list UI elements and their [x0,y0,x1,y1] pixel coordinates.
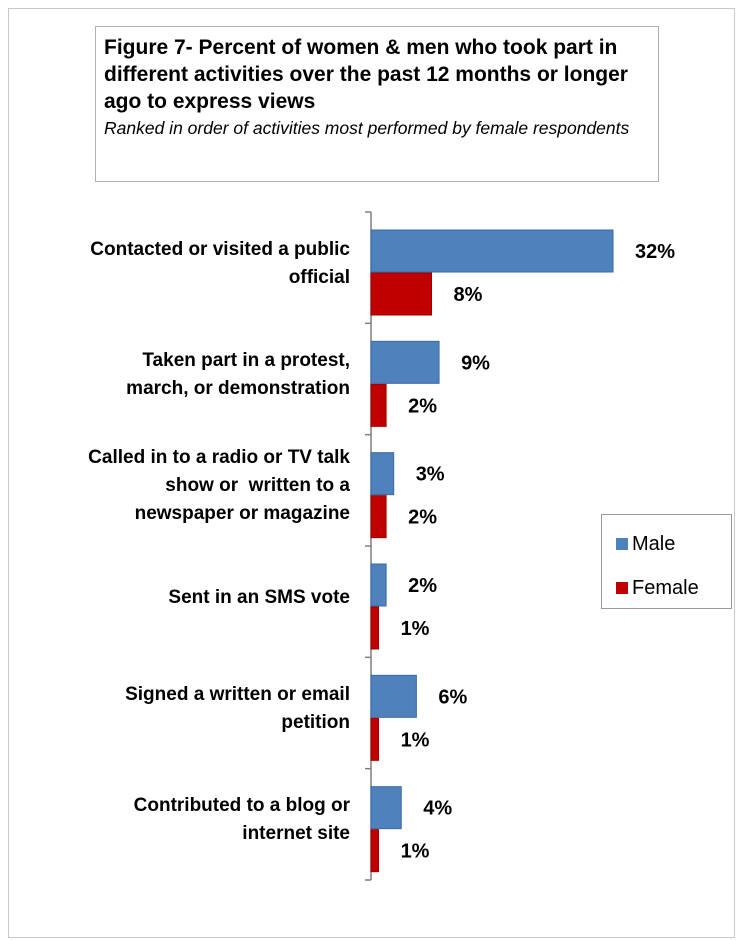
category-label-line: Taken part in a protest, [142,350,350,371]
data-label-male-4: 6% [438,686,467,708]
category-label-line: Signed a written or email [125,684,350,705]
data-label-male-3: 2% [408,575,437,597]
data-label-female-4: 1% [401,729,430,751]
data-label-female-5: 1% [401,841,430,863]
data-label-male-0: 32% [635,241,675,263]
category-label-2: Called in to a radio or TV talk show or w… [20,444,350,528]
data-label-female-3: 1% [401,618,430,640]
category-label-line: petition [281,712,350,733]
category-label-line: march, or demonstration [126,378,350,399]
category-label-1: Taken part in a protest, march, or demons… [20,347,350,403]
category-label-line: newspaper or magazine [134,503,350,525]
chart-frame [8,8,735,938]
bar-female-4 [370,717,380,761]
category-label-line: internet site [242,823,350,845]
bar-male-2 [370,452,395,496]
bar-female-0 [370,272,432,316]
legend-label-female: Female [632,577,699,599]
data-label-female-1: 2% [408,395,437,417]
chart-title-box: Figure 7- Percent of women & men who too… [95,26,659,182]
data-label-female-2: 2% [408,507,437,529]
category-label-0: Contacted or visited a public official [20,236,350,292]
bar-female-2 [370,495,387,539]
bar-male-5 [370,786,402,830]
data-label-male-1: 9% [461,352,490,374]
legend: Male Female [601,514,732,609]
bar-female-3 [370,606,380,650]
bar-male-1 [370,340,440,384]
category-label-5: Contributed to a blog or internet site [20,792,350,848]
category-label-line: official [288,266,350,288]
chart-subtitle: Ranked in order of activities most perfo… [104,118,630,138]
category-label-4: Signed a written or email petition [20,681,350,737]
bar-female-5 [370,829,380,873]
bar-male-3 [370,563,387,607]
data-label-male-2: 3% [416,464,445,486]
category-label-line: Contributed to a blog or [133,795,350,817]
data-label-male-5: 4% [423,798,452,820]
category-label-3: Sent in an SMS vote [20,584,350,612]
legend-swatch-male [616,538,628,550]
bar-male-4 [370,674,417,718]
category-label-line: Sent in an SMS vote [168,586,350,608]
bar-female-1 [370,383,387,427]
legend-swatch-female [616,582,628,594]
category-label-line: Contacted or visited a public [90,238,350,260]
chart-title: Figure 7- Percent of women & men who too… [104,36,628,113]
data-label-female-0: 8% [454,284,483,306]
bar-male-0 [370,229,614,273]
category-label-line: show or written to a [165,475,350,497]
category-label-line: Called in to a radio or TV talk [88,447,350,469]
legend-label-male: Male [632,533,676,555]
